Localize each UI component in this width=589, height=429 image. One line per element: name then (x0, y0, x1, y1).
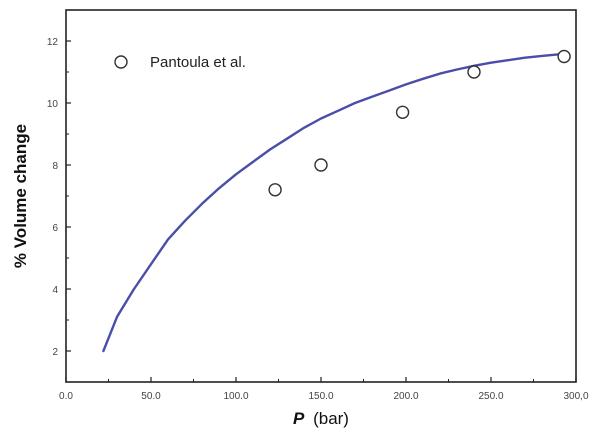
fit-curve-line (102, 52, 569, 353)
x-tick-label: 300,0 (563, 391, 588, 402)
y-axis-title: % Volume change (11, 124, 30, 268)
x-axis-ticks: 0.0 50.0 100.0 150.0 200.0 250.0 300,0 (59, 377, 589, 402)
y-tick-label: 2 (52, 347, 58, 358)
y-tick-label: 12 (47, 37, 59, 48)
x-axis-title: P (bar) (293, 409, 349, 428)
x-tick-label: 0.0 (59, 391, 73, 402)
data-point-open-circle (268, 183, 282, 197)
data-points (268, 49, 571, 197)
data-point-open-circle (557, 49, 571, 64)
y-tick-label: 4 (52, 285, 58, 296)
y-axis-ticks: 2 4 6 8 10 12 (47, 9, 71, 383)
y-tick-label: 6 (52, 223, 58, 234)
x-tick-label: 100.0 (223, 391, 248, 402)
data-point-open-circle (314, 158, 328, 172)
legend-label: Pantoula et al. (150, 54, 246, 71)
x-axis-title-symbol: P (293, 409, 305, 428)
data-point-open-circle (395, 105, 410, 120)
y-tick-label: 10 (47, 99, 59, 110)
legend-marker-open-circle (114, 55, 128, 69)
x-tick-label: 150.0 (308, 391, 333, 402)
data-point-open-circle (467, 65, 481, 79)
x-axis-title-unit: (bar) (313, 409, 349, 428)
legend: Pantoula et al. (114, 54, 246, 71)
x-tick-label: 50.0 (141, 391, 161, 402)
y-tick-label: 8 (52, 161, 58, 172)
x-tick-label: 200.0 (393, 391, 418, 402)
x-tick-label: 250.0 (478, 391, 503, 402)
